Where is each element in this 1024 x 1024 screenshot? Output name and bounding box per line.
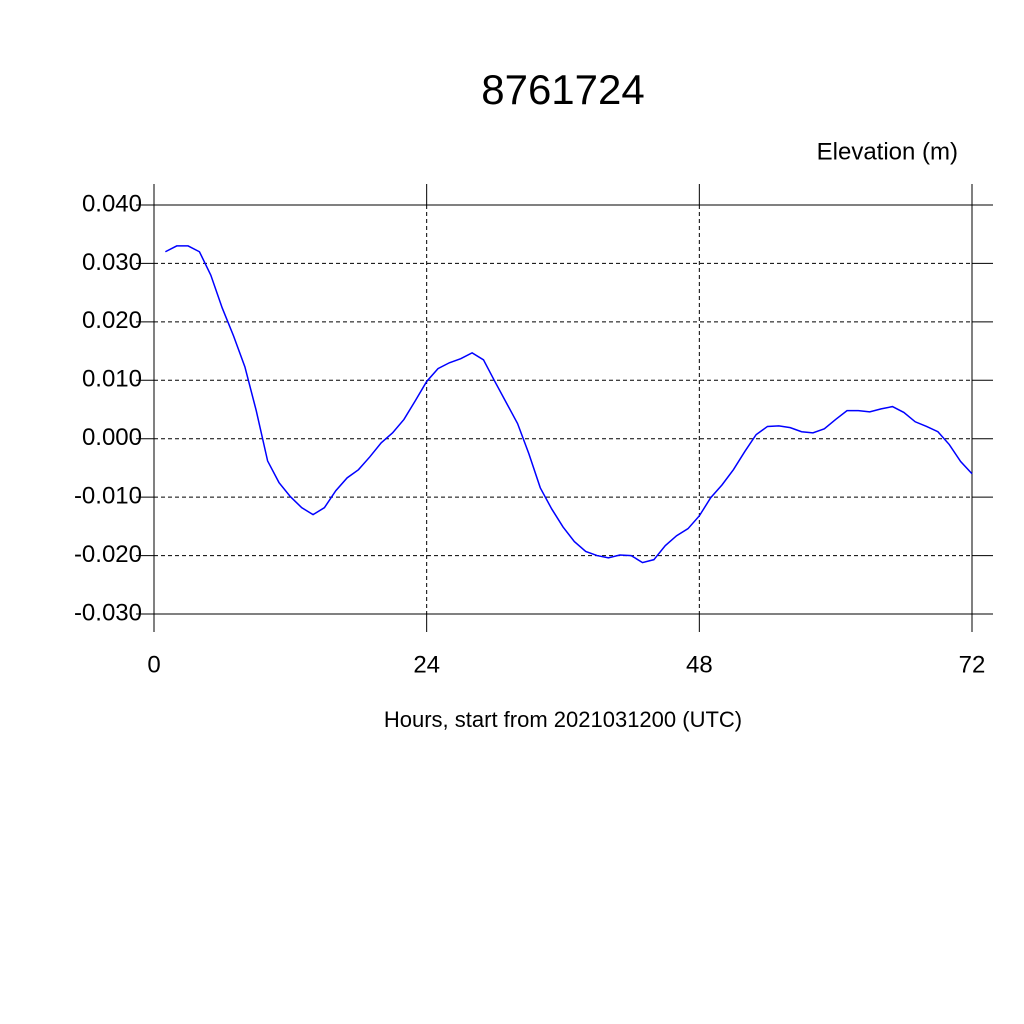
x-axis-label: Hours, start from 2021031200 (UTC)	[384, 707, 742, 732]
data-line	[165, 245, 973, 564]
x-tick-label: 48	[686, 651, 713, 678]
y-tick-label: 0.030	[82, 249, 142, 276]
y-tick-label: -0.020	[74, 541, 142, 568]
y-axis-label: Elevation (m)	[817, 138, 958, 165]
x-tick-label: 24	[413, 651, 440, 678]
plot-frame	[153, 204, 973, 615]
y-tick-label: 0.010	[82, 366, 142, 393]
x-tick-label: 0	[147, 651, 160, 678]
chart-title: 8761724	[481, 66, 645, 113]
y-tick-label: 0.020	[82, 307, 142, 334]
y-tick-label: -0.030	[74, 599, 142, 626]
y-tick-label: 0.000	[82, 424, 142, 451]
x-tick-label: 72	[959, 651, 986, 678]
y-tick-label: -0.010	[74, 482, 142, 509]
y-tick-label: 0.040	[82, 190, 142, 217]
